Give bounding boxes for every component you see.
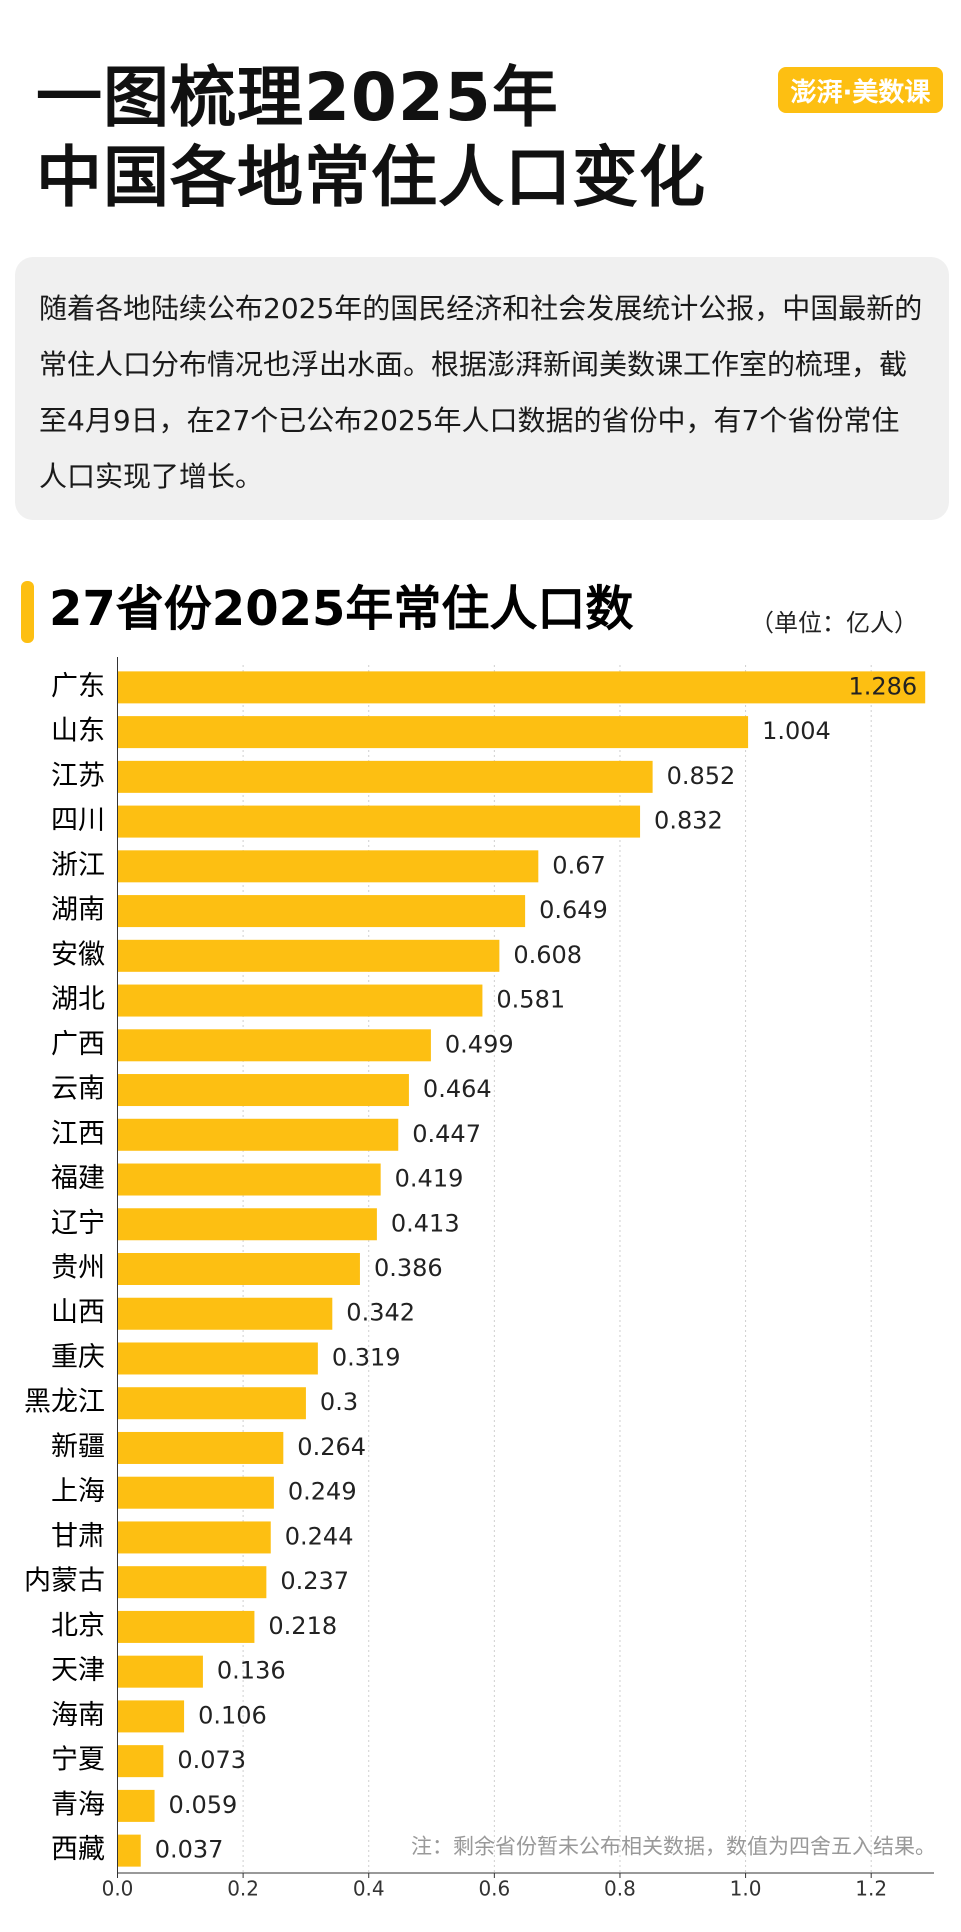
value-label: 0.852	[667, 762, 736, 790]
bar	[117, 1163, 381, 1196]
value-label: 0.67	[552, 851, 605, 879]
value-label: 0.342	[346, 1299, 415, 1327]
x-tick-label: 0.8	[604, 1877, 636, 1901]
title: 一图梳理2025年 中国各地常住人口变化	[36, 58, 706, 218]
y-tick-label: 湖南	[51, 895, 105, 926]
note: 注：剩余省份暂未公布相关数据，数值为四舍五入结果。	[411, 1835, 936, 1859]
value-label: 0.106	[198, 1701, 267, 1729]
bar	[117, 1387, 306, 1420]
x-tick-label: 0.6	[478, 1877, 510, 1901]
bar	[117, 939, 500, 972]
bar	[117, 1476, 274, 1509]
chart: 27省份2025年常住人口数 （单位：亿人） 0.0 0.2 0.4 0.6 0.8 1.…	[21, 581, 936, 1901]
y-tick-label: 新疆	[51, 1431, 105, 1462]
y-tick-label: 黑龙江	[24, 1387, 105, 1418]
y-tick-label: 四川	[51, 805, 105, 836]
intro: 随着各地陆续公布2025年的国民经济和社会发展统计公报，中国最新的常住人口分布情…	[15, 257, 949, 520]
value-label: 0.499	[445, 1030, 514, 1058]
value-label: 0.581	[496, 986, 565, 1014]
x-tick-label: 1.0	[730, 1877, 762, 1901]
value-label: 0.136	[217, 1657, 286, 1685]
value-label: 0.237	[280, 1567, 349, 1595]
value-label: 0.319	[332, 1343, 401, 1371]
y-tick-label: 山东	[51, 716, 105, 747]
title-line: 一图梳理2025年	[36, 59, 559, 136]
value-label: 0.059	[169, 1791, 238, 1819]
x-tick-label: 0.0	[102, 1877, 134, 1901]
heading-accent	[21, 581, 34, 643]
bar	[117, 1834, 141, 1867]
bar	[117, 1431, 284, 1464]
y-tick-label: 青海	[51, 1789, 105, 1820]
y-tick-label: 海南	[51, 1700, 105, 1731]
bar	[117, 1745, 164, 1778]
value-label: 0.218	[268, 1612, 337, 1640]
y-tick-label: 辽宁	[51, 1208, 105, 1239]
value-label: 0.386	[374, 1254, 443, 1282]
bar	[117, 1074, 409, 1107]
bar	[117, 1029, 431, 1062]
bar	[117, 671, 926, 704]
bar	[117, 1610, 255, 1643]
y-tick-label: 宁夏	[51, 1745, 105, 1776]
value-label: 0.608	[513, 941, 582, 969]
x-tick-label: 0.4	[353, 1877, 385, 1901]
y-tick-label: 安徽	[51, 939, 105, 970]
value-label: 0.249	[288, 1478, 357, 1506]
y-tick-label: 广西	[51, 1029, 105, 1060]
bar	[117, 984, 483, 1017]
bar	[117, 1342, 318, 1375]
unit-label: （单位：亿人）	[750, 609, 918, 637]
y-tick-label: 广东	[51, 671, 105, 702]
bar	[117, 1655, 203, 1688]
value-label: 0.832	[654, 807, 723, 835]
y-tick-label: 云南	[51, 1074, 105, 1105]
y-tick-label: 重庆	[51, 1342, 105, 1373]
y-tick-label: 江苏	[51, 760, 105, 791]
bar	[117, 1253, 360, 1285]
value-label: 1.286	[848, 672, 917, 700]
bar	[117, 805, 641, 838]
y-tick-label: 湖北	[51, 984, 105, 1015]
y-tick-label: 内蒙古	[24, 1566, 105, 1597]
bar	[117, 716, 749, 749]
bar	[117, 1521, 271, 1554]
value-label: 0.073	[177, 1746, 246, 1774]
y-tick-label: 上海	[51, 1476, 105, 1507]
y-tick-label: 甘肃	[51, 1521, 105, 1552]
bar	[117, 760, 653, 793]
value-label: 0.464	[423, 1075, 492, 1103]
bar	[117, 895, 526, 928]
y-tick-label: 西藏	[51, 1834, 105, 1865]
y-tick-label: 福建	[51, 1163, 105, 1194]
y-tick-label: 北京	[51, 1610, 105, 1641]
value-label: 0.244	[285, 1522, 354, 1550]
x-tick-label: 0.2	[227, 1877, 259, 1901]
y-tick-label: 浙江	[51, 850, 105, 881]
chart-title: 27省份2025年常住人口数	[49, 581, 633, 637]
value-label: 0.419	[395, 1165, 464, 1193]
logo: 澎湃·美数课	[778, 67, 943, 113]
y-tick-label: 贵州	[51, 1253, 105, 1284]
bar	[117, 1789, 155, 1822]
y-tick-label: 天津	[51, 1655, 105, 1686]
value-label: 0.649	[539, 896, 608, 924]
bar	[117, 1297, 333, 1330]
bar	[117, 1566, 267, 1599]
title-line: 中国各地常住人口变化	[36, 139, 706, 216]
value-label: 0.037	[155, 1836, 224, 1864]
y-tick-label: 山西	[51, 1297, 105, 1328]
value-label: 0.3	[320, 1388, 358, 1416]
bar	[117, 1208, 377, 1241]
bar	[117, 850, 539, 883]
y-tick-label: 江西	[51, 1118, 105, 1149]
bar	[117, 1118, 399, 1151]
bar	[117, 1700, 185, 1733]
value-label: 1.004	[762, 717, 831, 745]
value-label: 0.264	[297, 1433, 366, 1461]
value-label: 0.413	[391, 1209, 460, 1237]
value-label: 0.447	[412, 1120, 481, 1148]
x-tick-label: 1.2	[855, 1877, 887, 1901]
